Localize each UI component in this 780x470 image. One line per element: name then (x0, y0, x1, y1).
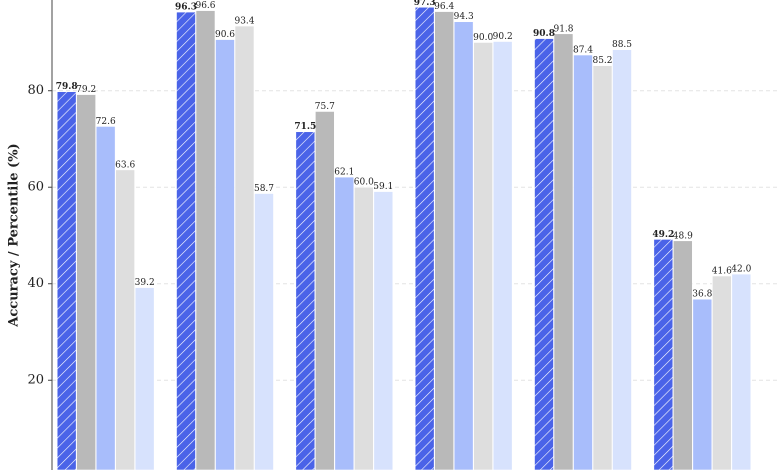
y-tick-label: 60 (27, 180, 44, 195)
bar (673, 240, 693, 470)
value-label: 60.0 (354, 178, 374, 188)
bar (315, 111, 335, 470)
value-label: 39.2 (135, 278, 155, 288)
bar-hatch (176, 12, 196, 470)
value-label: 96.3 (175, 3, 197, 13)
value-label: 59.1 (373, 182, 393, 192)
value-label: 94.3 (454, 12, 474, 22)
value-label: 42.0 (731, 265, 751, 275)
value-label: 93.4 (234, 17, 254, 27)
value-label: 90.2 (493, 32, 513, 42)
bar (573, 54, 593, 470)
bar (373, 191, 394, 470)
value-label: 36.8 (692, 290, 712, 300)
bar (692, 298, 713, 470)
bar (453, 21, 474, 470)
bar-hatch (653, 239, 673, 470)
bar-hatch (534, 38, 554, 470)
bar-hatch (415, 7, 435, 470)
value-label: 79.2 (76, 85, 96, 95)
value-label: 72.6 (96, 117, 116, 127)
value-label: 97.3 (414, 0, 436, 8)
bar (195, 10, 216, 470)
bar (134, 287, 155, 470)
bar (592, 65, 613, 470)
bar (434, 11, 454, 470)
y-tick-label: 40 (27, 276, 44, 291)
value-label: 75.7 (315, 102, 335, 112)
value-label: 88.5 (612, 40, 632, 50)
bar (712, 275, 732, 470)
bar (334, 176, 355, 470)
bar (76, 94, 96, 470)
value-label: 90.6 (215, 30, 235, 40)
bar (354, 186, 374, 470)
value-label: 90.8 (533, 29, 555, 39)
y-axis-label: Accuracy / Percentile (%) (7, 143, 22, 327)
bar (254, 193, 274, 470)
y-tick-label: 20 (27, 373, 44, 388)
value-label: 87.4 (573, 46, 593, 56)
bar (215, 39, 235, 470)
value-label: 91.8 (553, 24, 573, 34)
value-label: 96.6 (195, 1, 215, 11)
value-label: 71.5 (294, 122, 316, 132)
bar (473, 42, 493, 470)
value-label: 90.0 (473, 33, 493, 43)
bar (731, 273, 752, 470)
value-label: 63.6 (115, 160, 135, 170)
bar (95, 126, 116, 470)
value-label: 49.2 (652, 230, 674, 240)
bar (553, 33, 574, 470)
value-label: 48.9 (673, 231, 693, 241)
y-tick-label: 80 (27, 83, 44, 98)
value-label: 96.4 (434, 2, 454, 12)
value-label: 85.2 (592, 56, 612, 66)
value-label: 41.6 (712, 267, 732, 277)
bar (115, 169, 135, 470)
value-label: 62.1 (334, 168, 354, 178)
value-label: 58.7 (254, 184, 274, 194)
bar-hatch (57, 91, 77, 470)
bar (492, 41, 513, 470)
bars (56, 6, 752, 470)
bar (612, 49, 632, 470)
bar (234, 25, 255, 470)
bar-hatch (295, 131, 315, 470)
value-label: 79.8 (56, 82, 78, 92)
